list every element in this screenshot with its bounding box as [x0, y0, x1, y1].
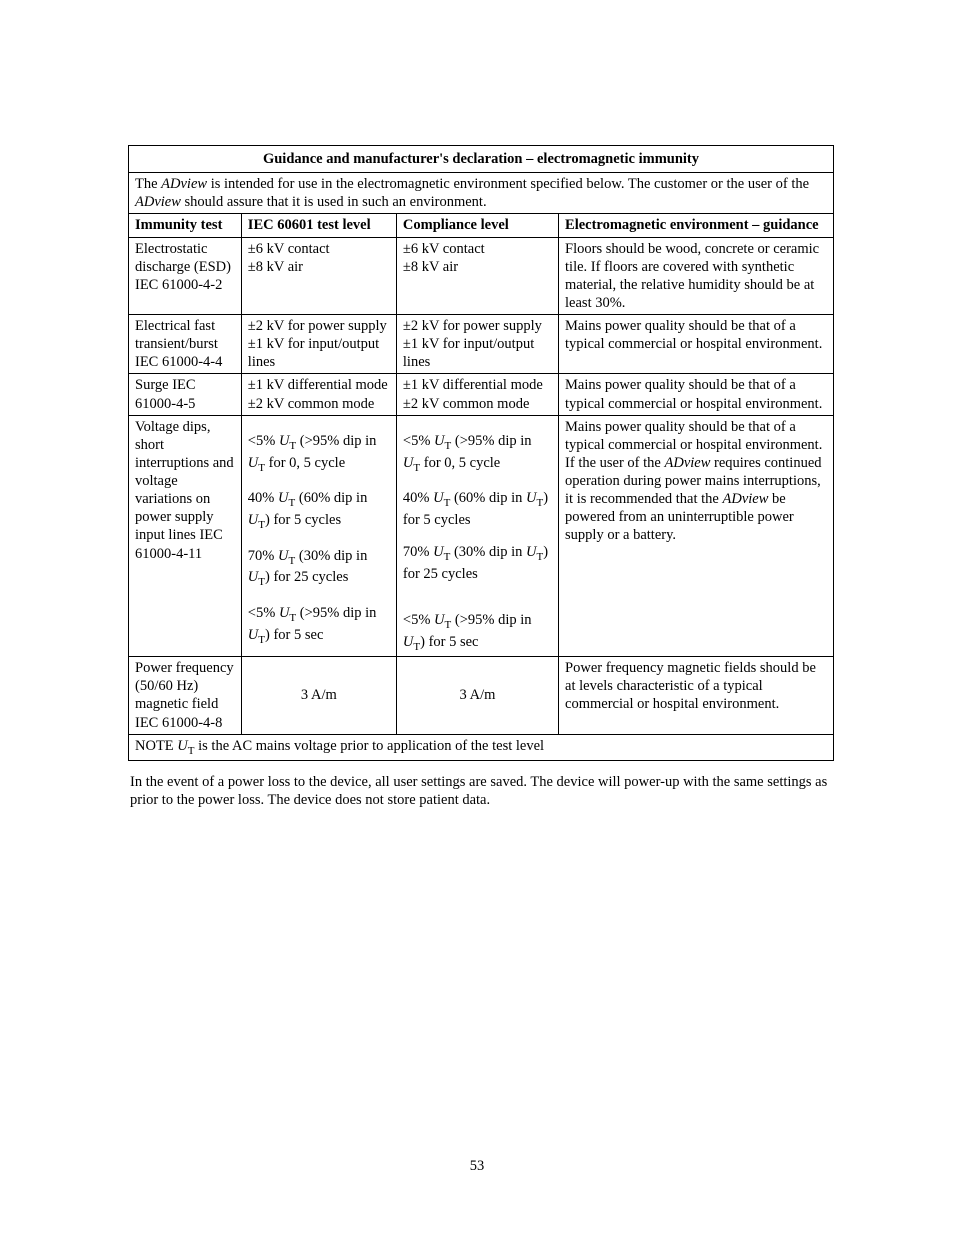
cell-test: Power frequency (50/60 Hz) magnetic fiel…	[129, 657, 242, 735]
header-test-level: IEC 60601 test level	[241, 214, 396, 237]
cell-guidance: Mains power quality should be that of a …	[559, 374, 834, 415]
table-note: NOTE UT is the AC mains voltage prior to…	[129, 734, 834, 761]
cell-guidance: Mains power quality should be that of a …	[559, 315, 834, 374]
note-text: is the AC mains voltage prior to applica…	[195, 738, 545, 754]
cell-compliance: ±1 kV differential mode±2 kV common mode	[396, 374, 558, 415]
cell-guidance: Power frequency magnetic fields should b…	[559, 657, 834, 735]
table-row: Power frequency (50/60 Hz) magnetic fiel…	[129, 657, 834, 735]
cell-compliance: 3 A/m	[396, 657, 558, 735]
cell-test: Electrostatic discharge (ESD) IEC 61000-…	[129, 237, 242, 315]
table-row: Voltage dips, short interruptions and vo…	[129, 415, 834, 657]
intro-text: The	[135, 176, 161, 192]
cell-level: <5% UT (>95% dip in UT for 0, 5 cycle 40…	[241, 415, 396, 657]
table-row: Surge IEC 61000-4-5 ±1 kV differential m…	[129, 374, 834, 415]
intro-text: should assure that it is used in such an…	[181, 194, 487, 210]
power-loss-paragraph: In the event of a power loss to the devi…	[128, 773, 834, 809]
page-number: 53	[0, 1158, 954, 1175]
header-environment: Electromagnetic environment – guidance	[559, 214, 834, 237]
table-title-row: Guidance and manufacturer's declaration …	[129, 146, 834, 173]
cell-test: Voltage dips, short interruptions and vo…	[129, 415, 242, 657]
product-name: ADview	[664, 455, 710, 471]
cell-compliance: ±2 kV for power supply±1 kV for input/ou…	[396, 315, 558, 374]
document-page: Guidance and manufacturer's declaration …	[0, 0, 954, 1235]
header-compliance: Compliance level	[396, 214, 558, 237]
cell-level: ±1 kV differential mode±2 kV common mode	[241, 374, 396, 415]
cell-test: Electrical fast transient/burst IEC 6100…	[129, 315, 242, 374]
immunity-table: Guidance and manufacturer's declaration …	[128, 145, 834, 761]
cell-guidance: Mains power quality should be that of a …	[559, 415, 834, 657]
table-row: Electrostatic discharge (ESD) IEC 61000-…	[129, 237, 834, 315]
product-name: ADview	[722, 491, 768, 507]
table-note-row: NOTE UT is the AC mains voltage prior to…	[129, 734, 834, 761]
header-immunity-test: Immunity test	[129, 214, 242, 237]
table-intro: The ADview is intended for use in the el…	[129, 173, 834, 214]
cell-compliance: <5% UT (>95% dip in UT for 0, 5 cycle 40…	[396, 415, 558, 657]
intro-product-name: ADview	[135, 194, 181, 210]
table-header-row: Immunity test IEC 60601 test level Compl…	[129, 214, 834, 237]
table-intro-row: The ADview is intended for use in the el…	[129, 173, 834, 214]
cell-level: ±2 kV for power supply±1 kV for input/ou…	[241, 315, 396, 374]
cell-guidance: Floors should be wood, concrete or ceram…	[559, 237, 834, 315]
table-title: Guidance and manufacturer's declaration …	[129, 146, 834, 173]
cell-compliance: ±6 kV contact±8 kV air	[396, 237, 558, 315]
table-row: Electrical fast transient/burst IEC 6100…	[129, 315, 834, 374]
intro-product-name: ADview	[161, 176, 207, 192]
cell-level: 3 A/m	[241, 657, 396, 735]
note-label: NOTE	[135, 738, 177, 754]
cell-test: Surge IEC 61000-4-5	[129, 374, 242, 415]
intro-text: is intended for use in the electromagnet…	[207, 176, 809, 192]
cell-level: ±6 kV contact±8 kV air	[241, 237, 396, 315]
